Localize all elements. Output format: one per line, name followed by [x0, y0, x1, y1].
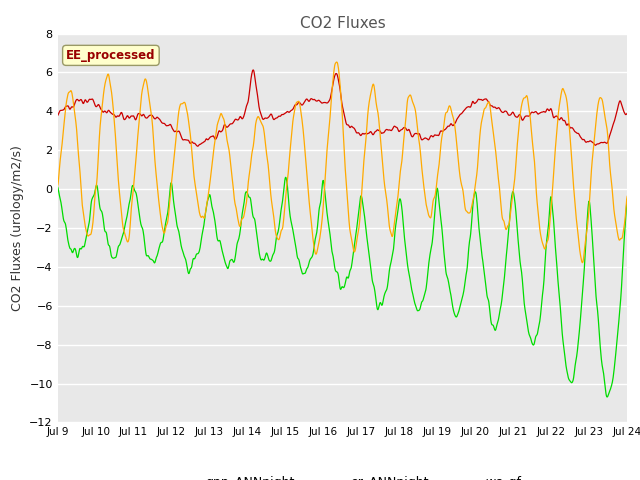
Text: EE_processed: EE_processed	[66, 49, 156, 62]
Y-axis label: CO2 Fluxes (urology/m2/s): CO2 Fluxes (urology/m2/s)	[11, 145, 24, 311]
Legend: gpp_ANNnight, er_ANNnight, wc_gf: gpp_ANNnight, er_ANNnight, wc_gf	[159, 471, 526, 480]
Title: CO2 Fluxes: CO2 Fluxes	[300, 16, 385, 31]
